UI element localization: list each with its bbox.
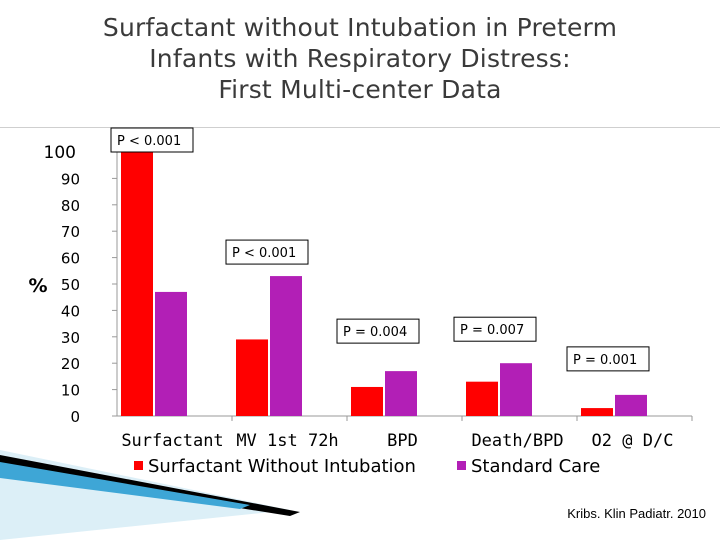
bar-standard-care (270, 276, 302, 416)
y-tick-label: 10 (61, 382, 80, 400)
p-value-box (336, 318, 420, 344)
p-value-label: P = 0.004 (343, 325, 407, 340)
y-tick-label: 80 (61, 197, 80, 215)
category-label: Death/BPD (471, 431, 563, 451)
title-divider (0, 127, 720, 128)
title-line-1: Surfactant without Intubation in Preterm (102, 13, 618, 42)
y-tick-label: 100 (44, 143, 76, 163)
bar-surfactant-without-intubation (121, 152, 153, 416)
y-axis-label: % (28, 275, 47, 297)
bar-standard-care (615, 394, 647, 416)
title-line-2: Infants with Respiratory Distress: (149, 44, 571, 73)
category-label: MV 1st 72h (236, 431, 338, 451)
citation: Kribs. Klin Padiatr. 2010 (567, 506, 706, 521)
bar-surfactant-without-intubation (581, 408, 613, 416)
y-tick-label: 50 (61, 276, 80, 294)
slide-title: Surfactant without Intubation in Preterm… (60, 12, 660, 105)
p-value-label: P = 0.001 (573, 353, 637, 368)
y-tick-label: 40 (61, 302, 80, 320)
category-label: O2 @ D/C (592, 431, 674, 451)
legend-swatch (134, 461, 143, 470)
y-tick-label: 90 (61, 170, 80, 188)
y-tick-label: 20 (61, 355, 80, 373)
y-tick-label: 70 (61, 223, 80, 241)
category-label: BPD (387, 431, 418, 451)
p-value-box (225, 239, 309, 265)
legend-label: Surfactant Without Intubation (148, 456, 416, 477)
bar-surfactant-without-intubation (466, 381, 498, 416)
bar-standard-care (155, 291, 187, 416)
bar-standard-care (500, 363, 532, 416)
y-tick-label: 0 (70, 408, 80, 426)
p-value-label: P = 0.007 (460, 323, 524, 338)
bar-standard-care (385, 371, 417, 416)
y-tick-label: 60 (61, 250, 80, 268)
p-value-box (566, 346, 650, 372)
y-tick-label: 30 (61, 329, 80, 347)
p-value-box (453, 316, 537, 342)
p-value-label: P < 0.001 (117, 134, 181, 149)
legend-label: Standard Care (471, 456, 600, 477)
bar-surfactant-without-intubation (351, 386, 383, 416)
category-label: Surfactant (121, 431, 223, 451)
p-value-box (110, 127, 194, 153)
p-value-label: P < 0.001 (232, 246, 296, 261)
bar-surfactant-without-intubation (236, 339, 268, 416)
legend-swatch (457, 461, 466, 470)
title-line-3: First Multi-center Data (218, 75, 502, 104)
